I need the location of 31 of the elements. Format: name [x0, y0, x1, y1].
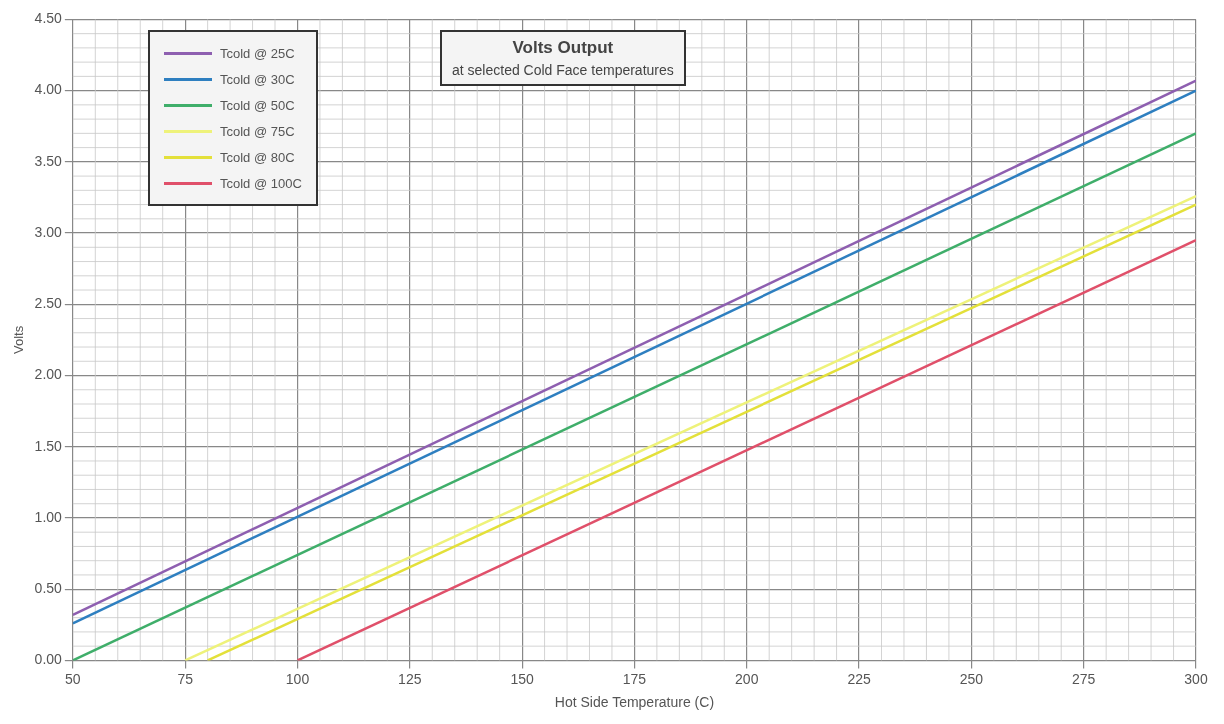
text: at selected Cold Face temperatures [452, 62, 674, 78]
y-tick-label: 1.00 [34, 508, 63, 525]
x-tick-label: 150 [510, 670, 534, 687]
y-tick-label: 2.00 [34, 366, 63, 383]
x-tick-label: 275 [1072, 670, 1096, 687]
y-tick-label: 0.00 [34, 651, 63, 668]
x-tick-label: 175 [622, 670, 647, 687]
x-tick-label: 100 [285, 670, 310, 687]
y-tick-label: 4.00 [34, 81, 63, 98]
x-tick-label: 50 [65, 670, 81, 687]
y-axis-title: Volts [11, 325, 27, 354]
y-tick-label: 1.50 [34, 437, 63, 454]
y-tick-label: 3.50 [34, 152, 63, 169]
y-tick-label: 2.50 [34, 295, 63, 312]
y-tick-label: 3.00 [34, 223, 63, 240]
legend-label: Tcold @ 25C [220, 45, 295, 61]
x-tick-label: 225 [847, 670, 871, 687]
text: Volts Output [511, 38, 615, 58]
y-tick-label: 4.50 [34, 10, 63, 27]
x-tick-label: 75 [177, 670, 194, 687]
x-tick-label: 250 [959, 670, 984, 687]
legend-label: Tcold @ 30C [220, 71, 295, 87]
legend-label: Tcold @ 80C [220, 149, 295, 165]
y-tick-label: 0.50 [34, 580, 63, 597]
legend-label: Tcold @ 75C [220, 123, 295, 139]
x-tick-label: 200 [735, 670, 759, 687]
x-tick-label: 125 [398, 670, 422, 687]
x-axis-title: Hot Side Temperature (C) [554, 694, 715, 711]
x-tick-label: 300 [1184, 670, 1208, 687]
legend-label: Tcold @ 100C [220, 175, 302, 191]
legend-label: Tcold @ 50C [220, 97, 295, 113]
